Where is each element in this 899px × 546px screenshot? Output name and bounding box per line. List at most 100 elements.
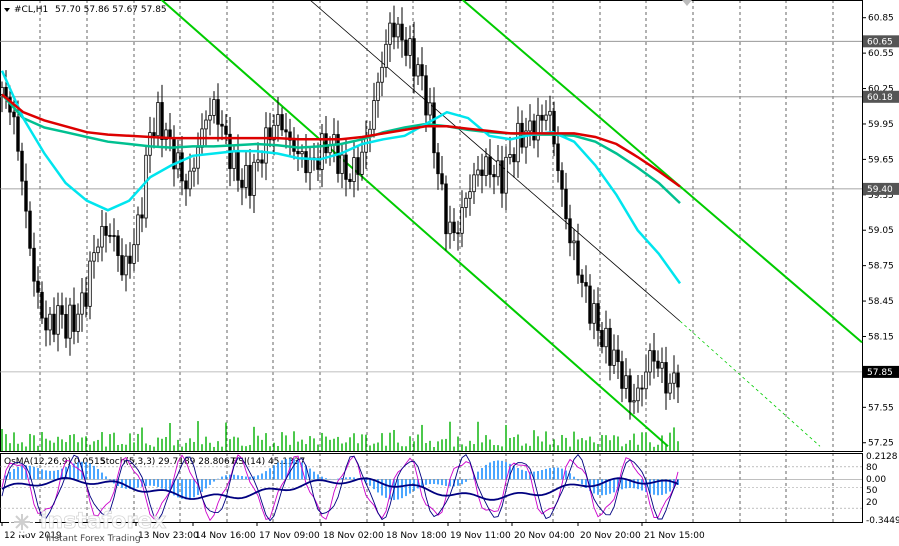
menu-arrow-icon[interactable] <box>4 8 10 12</box>
price-tag <box>863 365 899 378</box>
candle <box>160 84 164 158</box>
candle <box>92 234 96 279</box>
price-tick-label: 59.35 <box>868 191 894 201</box>
price-tick-label: 58.15 <box>868 332 894 342</box>
candle <box>412 21 416 94</box>
candle <box>420 47 424 91</box>
candle <box>632 383 636 415</box>
candle <box>540 104 544 134</box>
candle <box>84 277 88 318</box>
candle <box>668 373 672 400</box>
candle <box>428 87 432 123</box>
candle <box>284 112 288 149</box>
candle <box>260 150 264 178</box>
candle <box>480 153 484 194</box>
shift-marker-icon[interactable] <box>682 0 692 6</box>
candle <box>376 72 380 118</box>
candle <box>96 238 100 263</box>
candle <box>560 162 564 207</box>
candle <box>48 307 52 346</box>
candle <box>136 206 140 262</box>
candle <box>464 192 468 218</box>
candle <box>584 265 588 303</box>
candle <box>188 153 192 197</box>
candle <box>208 97 212 136</box>
candle <box>104 212 108 253</box>
instaforex-watermark <box>9 509 35 535</box>
candle <box>452 208 456 242</box>
candle <box>628 368 632 420</box>
candle <box>32 232 36 297</box>
price-tag <box>863 182 899 195</box>
price-tick-label: 60.85 <box>868 14 894 24</box>
candle <box>676 364 680 403</box>
candle <box>568 204 572 257</box>
candle <box>240 168 244 206</box>
candle <box>656 350 660 377</box>
candle <box>524 117 528 164</box>
time-tick-label: 21 Nov 15:00 <box>644 531 705 541</box>
candle <box>372 82 376 138</box>
candle <box>572 228 576 261</box>
ind-tick-label: 0.2128 <box>866 452 898 462</box>
candle <box>184 173 188 206</box>
candle <box>60 292 64 329</box>
candle <box>388 12 392 62</box>
candle <box>484 148 488 187</box>
candle <box>148 116 152 173</box>
candle <box>504 146 508 211</box>
candle <box>400 7 404 58</box>
candle <box>112 218 116 252</box>
price-tag <box>863 90 899 103</box>
candle <box>280 107 284 137</box>
time-tick-label: 19 Nov 11:00 <box>450 531 511 541</box>
candle <box>396 17 400 49</box>
candle <box>244 151 248 199</box>
price-tick-label: 59.95 <box>868 120 894 130</box>
rsi-label: RSI(14) 45.1337 <box>232 457 305 467</box>
candle <box>288 118 292 156</box>
candle <box>596 287 600 347</box>
ind-tick-label: 50 <box>866 486 878 496</box>
chart-ohlc: 57.70 57.86 57.67 57.85 <box>55 5 167 15</box>
price-tag-label: 59.40 <box>867 185 893 195</box>
channel-line-lower <box>160 0 669 448</box>
candle <box>276 96 280 142</box>
candle <box>40 281 44 325</box>
candle <box>0 81 4 113</box>
price-tag-label: 60.65 <box>867 37 893 47</box>
price-tag <box>863 35 899 48</box>
candle <box>588 274 592 331</box>
candle <box>24 163 28 229</box>
channel-mid-extension <box>679 320 821 447</box>
candle <box>660 347 664 384</box>
candle <box>416 57 420 86</box>
candle <box>456 220 460 251</box>
candle <box>552 101 556 157</box>
candle <box>108 223 112 244</box>
candle <box>76 303 80 343</box>
ind-tick-label: 0.00 <box>866 475 886 485</box>
price-tick-label: 58.75 <box>868 262 894 272</box>
candle <box>528 104 532 146</box>
candle <box>320 123 324 188</box>
time-tick-label: 18 Nov 02:00 <box>323 531 384 541</box>
candle <box>532 113 536 149</box>
candle <box>512 147 516 178</box>
price-tag-label: 60.18 <box>867 93 893 103</box>
candle <box>500 145 504 208</box>
price-tick-label: 60.25 <box>868 85 894 95</box>
rsi-line <box>1 476 679 501</box>
candle <box>100 210 104 262</box>
candle <box>216 83 220 142</box>
candle <box>120 238 124 281</box>
watermark-tagline: Instant Forex Trading <box>46 534 141 544</box>
candle <box>440 156 444 191</box>
candle <box>424 64 428 132</box>
candle <box>636 375 640 413</box>
candle <box>220 110 224 141</box>
candle <box>612 334 616 374</box>
candle <box>64 297 68 348</box>
